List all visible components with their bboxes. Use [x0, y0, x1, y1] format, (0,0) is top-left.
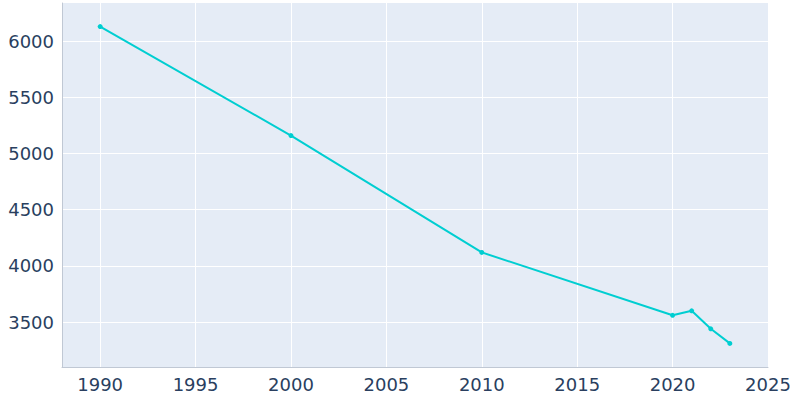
svg-text:2015: 2015	[554, 374, 600, 395]
svg-text:2020: 2020	[650, 374, 696, 395]
svg-text:2025: 2025	[745, 374, 791, 395]
svg-text:1995: 1995	[173, 374, 219, 395]
svg-text:6000: 6000	[8, 31, 54, 52]
svg-text:3500: 3500	[8, 312, 54, 333]
svg-text:2010: 2010	[459, 374, 505, 395]
svg-text:5000: 5000	[8, 143, 54, 164]
svg-text:4000: 4000	[8, 255, 54, 276]
svg-text:2000: 2000	[268, 374, 314, 395]
svg-text:1990: 1990	[77, 374, 123, 395]
svg-text:2005: 2005	[363, 374, 409, 395]
svg-text:4500: 4500	[8, 199, 54, 220]
svg-text:5500: 5500	[8, 87, 54, 108]
